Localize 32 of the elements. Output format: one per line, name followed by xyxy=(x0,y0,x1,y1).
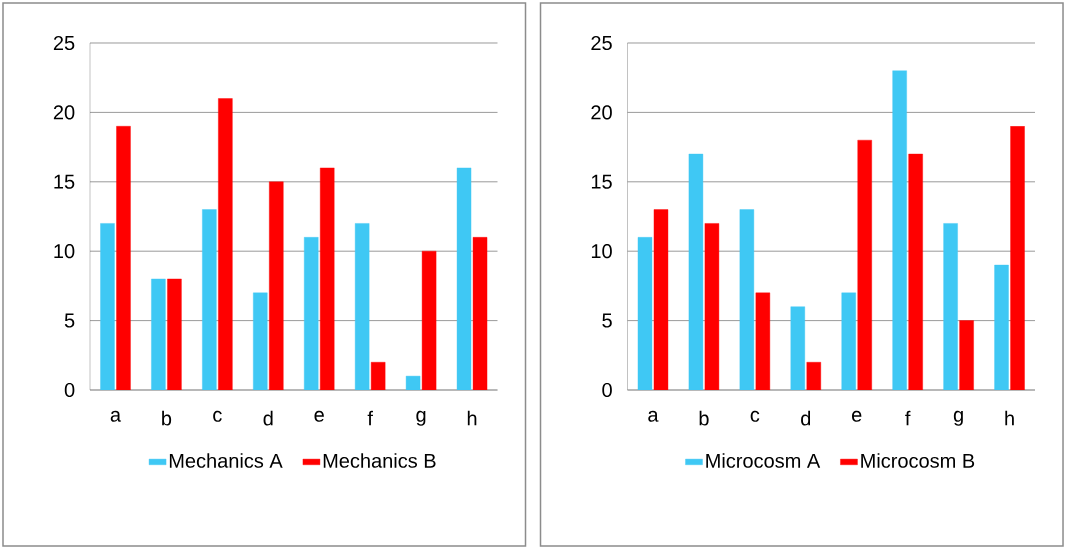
y-tick-label: 5 xyxy=(64,313,75,328)
y-tick-label: 15 xyxy=(591,174,612,189)
x-tick-label: a xyxy=(648,410,659,422)
x-tick-label: h xyxy=(1005,410,1014,426)
y-tick-label: 5 xyxy=(602,313,612,328)
y-tick-label: 0 xyxy=(602,382,612,398)
y-tick-label: 20 xyxy=(591,105,612,120)
y-tick-label: 15 xyxy=(54,174,75,189)
x-tick-label: d xyxy=(801,410,811,426)
y-tick-label: 0 xyxy=(64,382,75,398)
x-tick-label: f xyxy=(905,410,911,426)
legend-label: Microcosm B xyxy=(861,453,975,468)
x-tick-label: f xyxy=(367,410,373,426)
legend-label: Microcosm A xyxy=(706,453,821,468)
x-tick-label: c xyxy=(750,410,760,422)
x-tick-label: c xyxy=(213,410,222,422)
y-tick-label: 25 xyxy=(591,35,612,51)
y-tick-label: 20 xyxy=(53,105,75,120)
x-tick-label: g xyxy=(953,410,963,426)
legend-label: Mechanics A xyxy=(169,453,283,468)
x-tick-label: b xyxy=(699,410,709,426)
x-tick-label: h xyxy=(467,410,477,426)
x-tick-label: b xyxy=(162,410,172,426)
x-tick-label: g xyxy=(416,410,426,426)
y-tick-label: 25 xyxy=(53,35,75,51)
y-tick-label: 10 xyxy=(591,244,612,259)
x-tick-label: e xyxy=(852,410,862,422)
x-tick-label: e xyxy=(314,410,324,422)
y-tick-label: 10 xyxy=(54,244,75,259)
x-tick-label: d xyxy=(263,410,273,426)
x-tick-label: a xyxy=(110,410,122,422)
legend-label: Mechanics B xyxy=(323,453,436,468)
